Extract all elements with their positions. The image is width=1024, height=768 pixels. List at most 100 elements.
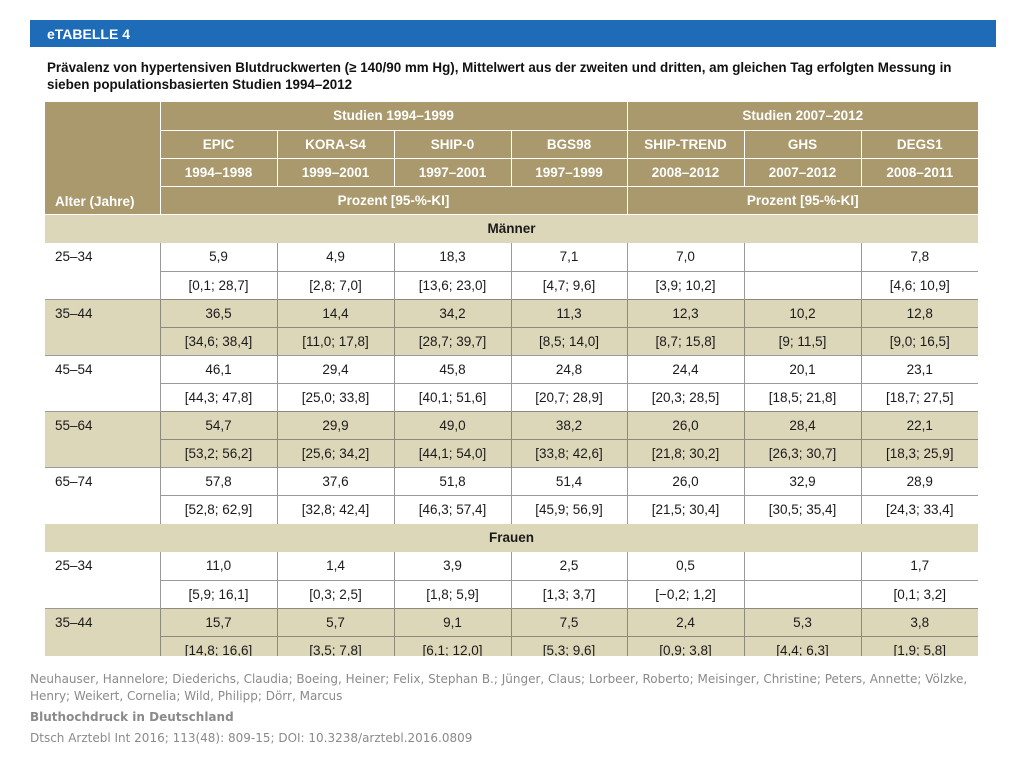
citation-authors: Neuhauser, Hannelore; Diederichs, Claudi… bbox=[30, 672, 968, 703]
group-header-2007-2012: Studien 2007–2012 bbox=[626, 102, 979, 130]
confidence-interval-cell: [−0,2; 1,2] bbox=[626, 579, 745, 608]
unit-header: Prozent [95-%-KI] bbox=[159, 185, 628, 214]
prevalence-value-cell: 32,9 bbox=[743, 466, 862, 495]
study-header: BGS98 bbox=[510, 129, 628, 158]
prevalence-value-cell: 36,5 bbox=[159, 298, 277, 327]
study-header: GHS bbox=[743, 129, 862, 158]
prevalence-value-cell: 5,9 bbox=[159, 243, 277, 271]
prevalence-value-cell: 22,1 bbox=[860, 410, 979, 439]
confidence-interval-cell: [26,3; 30,7] bbox=[743, 438, 862, 467]
confidence-interval-cell: [46,3; 57,4] bbox=[393, 494, 511, 523]
table-figure: eTABELLE 4 Prävalenz von hypertensiven B… bbox=[30, 20, 996, 656]
section-title: Männer bbox=[45, 213, 979, 243]
study-years: 2007–2012 bbox=[743, 157, 862, 186]
table-row-ci: [34,6; 38,4] [11,0; 17,8] [28,7; 39,7] [8,5… bbox=[45, 326, 979, 355]
table-row-value: 35–44 36,5 14,4 34,2 11,3 12,3 10,2 12,8 bbox=[45, 298, 979, 355]
citation-reference: Dtsch Arztebl Int 2016; 113(48): 809-15;… bbox=[30, 731, 473, 745]
prevalence-value-cell: 3,8 bbox=[860, 607, 979, 636]
confidence-interval-cell: [32,8; 42,4] bbox=[276, 494, 394, 523]
prevalence-value-cell: 4,9 bbox=[276, 243, 394, 271]
prevalence-value-cell: 10,2 bbox=[743, 298, 862, 327]
prevalence-value-cell: 28,9 bbox=[860, 466, 979, 495]
confidence-interval-cell: [11,0; 17,8] bbox=[276, 326, 394, 355]
age-group-cell: 35–44 bbox=[45, 298, 160, 355]
header-row-groups: Alter (Jahre) Studien 1994–1999 Studien … bbox=[45, 102, 979, 214]
study-header: DEGS1 bbox=[860, 129, 979, 158]
confidence-interval-cell: [18,7; 27,5] bbox=[860, 382, 979, 411]
study-years: 1997–1999 bbox=[510, 157, 628, 186]
prevalence-value-cell bbox=[743, 552, 862, 580]
confidence-interval-cell: [0,1; 28,7] bbox=[159, 270, 277, 299]
prevalence-value-cell: 29,9 bbox=[276, 410, 394, 439]
table-row-value: 65–74 57,8 37,6 51,8 51,4 26,0 32,9 28,9 bbox=[45, 466, 979, 523]
confidence-interval-cell: [40,1; 51,6] bbox=[393, 382, 511, 411]
age-group-cell: 65–74 bbox=[45, 466, 160, 523]
prevalence-value-cell: 5,7 bbox=[276, 607, 394, 636]
prevalence-value-cell: 23,1 bbox=[860, 354, 979, 383]
confidence-interval-cell: [5,9; 16,1] bbox=[159, 579, 277, 608]
confidence-interval-cell: [9; 11,5] bbox=[743, 326, 862, 355]
confidence-interval-cell: [0,9; 3,8] bbox=[626, 635, 745, 656]
age-group-cell: 25–34 bbox=[45, 552, 160, 608]
table-row-ci: [5,9; 16,1] [0,3; 2,5] [1,8; 5,9] [1,3; 3,7… bbox=[45, 579, 979, 608]
citation-title: Bluthochdruck in Deutschland bbox=[30, 710, 234, 724]
table-row-value: 45–54 46,1 29,4 45,8 24,8 24,4 20,1 23,1 bbox=[45, 354, 979, 411]
confidence-interval-cell: [3,9; 10,2] bbox=[626, 270, 745, 299]
prevalence-value-cell: 49,0 bbox=[393, 410, 511, 439]
unit-header: Prozent [95-%-KI] bbox=[626, 185, 979, 214]
table-label-bar: eTABELLE 4 bbox=[30, 20, 996, 47]
confidence-interval-cell: [21,8; 30,2] bbox=[626, 438, 745, 467]
prevalence-value-cell: 51,8 bbox=[393, 466, 511, 495]
confidence-interval-cell: [2,8; 7,0] bbox=[276, 270, 394, 299]
table-row-value: 35–44 15,7 5,7 9,1 7,5 2,4 5,3 3,8 bbox=[45, 607, 979, 656]
study-header: SHIP-0 bbox=[393, 129, 511, 158]
confidence-interval-cell: [4,4; 6,3] bbox=[743, 635, 862, 656]
age-group-cell: 55–64 bbox=[45, 410, 160, 467]
confidence-interval-cell: [25,0; 33,8] bbox=[276, 382, 394, 411]
table-row-value: 25–34 5,9 4,9 18,3 7,1 7,0 7,8 bbox=[45, 243, 979, 299]
prevalence-value-cell: 15,7 bbox=[159, 607, 277, 636]
table-row-value: 25–34 11,0 1,4 3,9 2,5 0,5 1,7 bbox=[45, 552, 979, 608]
prevalence-value-cell: 7,8 bbox=[860, 243, 979, 271]
confidence-interval-cell: [33,8; 42,6] bbox=[510, 438, 628, 467]
confidence-interval-cell: [4,6; 10,9] bbox=[860, 270, 979, 299]
confidence-interval-cell: [3,5; 7,8] bbox=[276, 635, 394, 656]
study-header: EPIC bbox=[159, 129, 277, 158]
confidence-interval-cell: [20,7; 28,9] bbox=[510, 382, 628, 411]
prevalence-value-cell: 18,3 bbox=[393, 243, 511, 271]
prevalence-value-cell: 7,5 bbox=[510, 607, 628, 636]
prevalence-table: Alter (Jahre) Studien 1994–1999 Studien … bbox=[45, 102, 979, 656]
citation: Neuhauser, Hannelore; Diederichs, Claudi… bbox=[30, 671, 990, 747]
confidence-interval-cell: [21,5; 30,4] bbox=[626, 494, 745, 523]
prevalence-value-cell bbox=[743, 243, 862, 271]
prevalence-value-cell: 12,8 bbox=[860, 298, 979, 327]
confidence-interval-cell: [4,7; 9,6] bbox=[510, 270, 628, 299]
prevalence-value-cell: 5,3 bbox=[743, 607, 862, 636]
confidence-interval-cell: [52,8; 62,9] bbox=[159, 494, 277, 523]
confidence-interval-cell: [18,3; 25,9] bbox=[860, 438, 979, 467]
prevalence-value-cell: 7,1 bbox=[510, 243, 628, 271]
header-row-years: 1994–1998 1999–2001 1997–2001 1997–1999 … bbox=[45, 157, 979, 186]
confidence-interval-cell: [1,3; 3,7] bbox=[510, 579, 628, 608]
prevalence-value-cell: 46,1 bbox=[159, 354, 277, 383]
prevalence-value-cell: 29,4 bbox=[276, 354, 394, 383]
confidence-interval-cell: [5,3; 9,6] bbox=[510, 635, 628, 656]
confidence-interval-cell: [8,7; 15,8] bbox=[626, 326, 745, 355]
age-group-cell: 25–34 bbox=[45, 243, 160, 299]
confidence-interval-cell: [45,9; 56,9] bbox=[510, 494, 628, 523]
prevalence-value-cell: 38,2 bbox=[510, 410, 628, 439]
table-row-value: 55–64 54,7 29,9 49,0 38,2 26,0 28,4 22,1 bbox=[45, 410, 979, 467]
table-row-ci: [0,1; 28,7] [2,8; 7,0] [13,6; 23,0] [4,7; 9… bbox=[45, 270, 979, 299]
age-column-header: Alter (Jahre) bbox=[45, 102, 160, 214]
table-caption: Prävalenz von hypertensiven Blutdruckwer… bbox=[47, 60, 952, 92]
prevalence-value-cell: 54,7 bbox=[159, 410, 277, 439]
prevalence-value-cell: 0,5 bbox=[626, 552, 745, 580]
prevalence-value-cell: 1,7 bbox=[860, 552, 979, 580]
table-row-ci: [14,8; 16,6] [3,5; 7,8] [6,1; 12,0] [5,3; 9… bbox=[45, 635, 979, 656]
prevalence-value-cell: 24,8 bbox=[510, 354, 628, 383]
table-row-ci: [44,3; 47,8] [25,0; 33,8] [40,1; 51,6] [20,… bbox=[45, 382, 979, 411]
section-header-row: Männer bbox=[45, 213, 979, 243]
prevalence-value-cell: 1,4 bbox=[276, 552, 394, 580]
prevalence-value-cell: 14,4 bbox=[276, 298, 394, 327]
confidence-interval-cell: [25,6; 34,2] bbox=[276, 438, 394, 467]
